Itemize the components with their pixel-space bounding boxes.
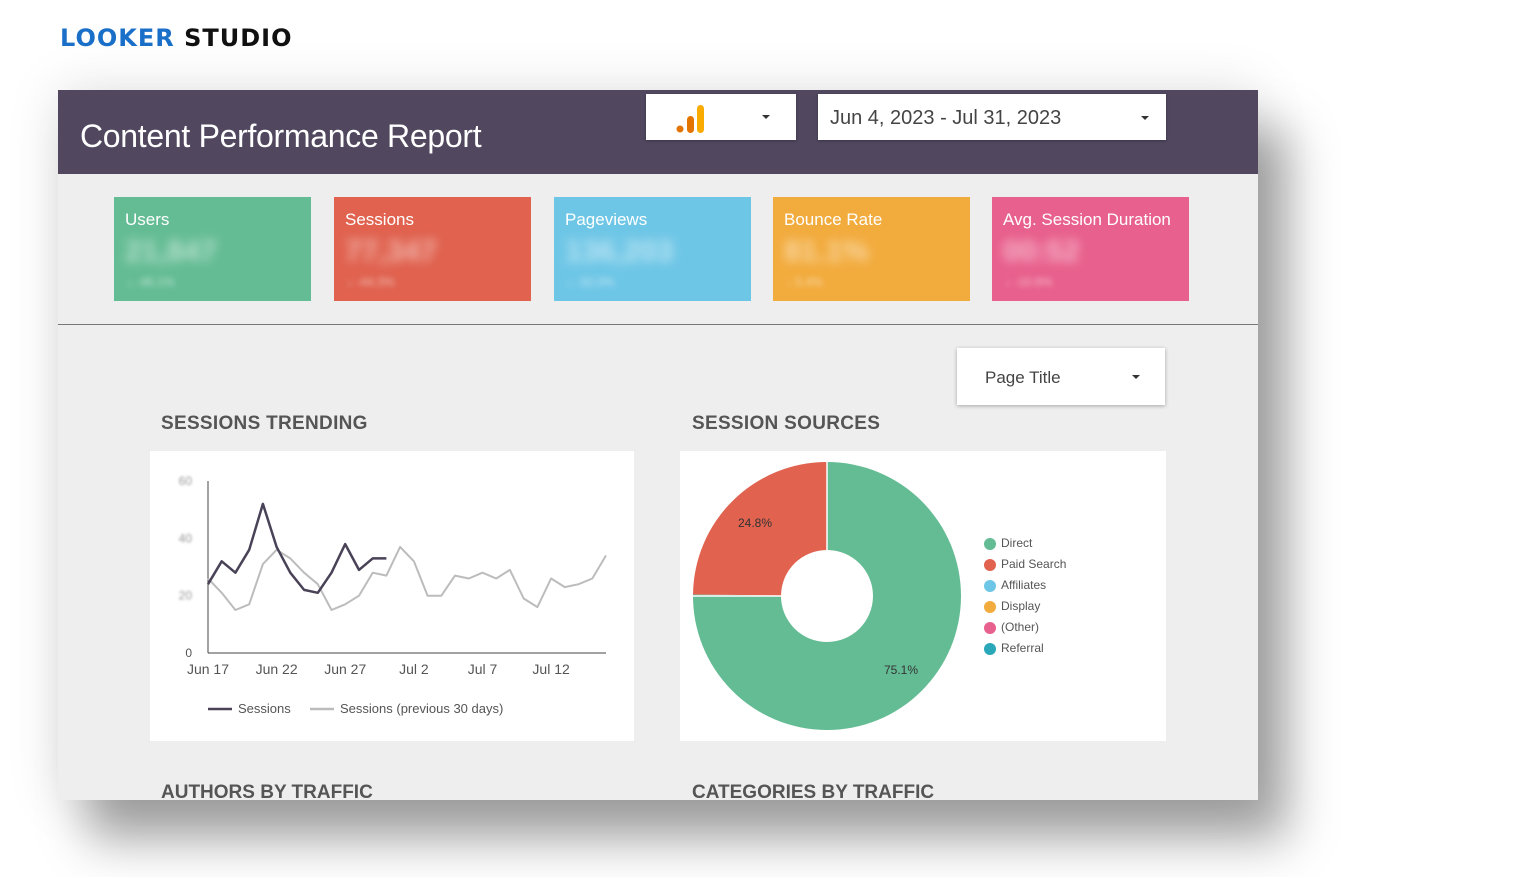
legend-label: Referral (1001, 641, 1044, 655)
kpi-value: 21,847 (125, 235, 217, 269)
series-line-sessions[interactable] (208, 504, 386, 593)
report-header: Content Performance Report Jun 4, 2023 -… (58, 90, 1258, 174)
report-canvas: Content Performance Report Jun 4, 2023 -… (58, 90, 1258, 800)
kpi-delta: ↓ -44.3% (347, 275, 394, 289)
x-tick-label: Jun 27 (324, 661, 366, 677)
kpi-card-users[interactable]: Users 21,847 ↓ -46.1% (114, 197, 311, 301)
kpi-label: Bounce Rate (784, 210, 882, 230)
legend-label: Sessions (previous 30 days) (340, 701, 503, 716)
dimension-selector[interactable]: Page Title (957, 348, 1165, 405)
chevron-down-icon (762, 115, 770, 119)
authors-by-traffic-title: AUTHORS BY TRAFFIC (161, 782, 373, 800)
kpi-value: 00:52 (1003, 235, 1080, 269)
legend-label: Paid Search (1001, 557, 1066, 571)
series-line-sessions-previous[interactable] (208, 547, 606, 610)
legend-item[interactable]: Affiliates (984, 578, 1046, 592)
dimension-value: Page Title (985, 368, 1061, 388)
legend-dot (984, 580, 996, 592)
google-analytics-icon (676, 104, 710, 134)
kpi-card-avg-session-duration[interactable]: Avg. Session Duration 00:52 ↓ -10.6% (992, 197, 1189, 301)
legend-dot (984, 643, 996, 655)
kpi-value: 81.1% (784, 235, 869, 269)
kpi-label: Avg. Session Duration (1003, 210, 1171, 230)
legend-label: (Other) (1001, 620, 1039, 634)
kpi-delta: ↓ 5.4% (786, 275, 823, 289)
pie-data-label: 75.1% (884, 663, 918, 677)
section-divider (58, 324, 1258, 325)
kpi-card-pageviews[interactable]: Pageviews 136,203 ↓ -32.0% (554, 197, 751, 301)
legend-item[interactable]: Referral (984, 641, 1044, 655)
kpi-delta: ↓ -32.0% (567, 275, 614, 289)
donut-chart-svg: 75.1% 24.8% (680, 451, 1166, 741)
kpi-value: 77,347 (345, 235, 437, 269)
looker-studio-logo: LOOKER STUDIO (60, 24, 292, 52)
categories-by-traffic-title: CATEGORIES BY TRAFFIC (692, 782, 934, 800)
date-range-value: Jun 4, 2023 - Jul 31, 2023 (830, 107, 1061, 130)
kpi-value: 136,203 (565, 235, 673, 269)
chevron-down-icon (1141, 116, 1149, 120)
kpi-card-sessions[interactable]: Sessions 77,347 ↓ -44.3% (334, 197, 531, 301)
chevron-down-icon (1132, 375, 1140, 379)
logo-part-studio: STUDIO (184, 24, 292, 52)
x-tick-label: Jun 22 (256, 661, 298, 677)
legend-label: Direct (1001, 536, 1032, 550)
legend-label: Sessions (238, 701, 291, 716)
session-sources-chart[interactable]: 75.1% 24.8% Direct Paid Search Affiliates Di… (680, 451, 1166, 741)
legend-dot (984, 538, 996, 550)
y-tick-label: 20 (179, 589, 193, 603)
legend-dot (984, 601, 996, 613)
legend-item[interactable]: (Other) (984, 620, 1039, 634)
logo-part-looker: LOOKER (60, 24, 175, 52)
legend-label: Affiliates (1001, 578, 1046, 592)
kpi-card-bounce-rate[interactable]: Bounce Rate 81.1% ↓ 5.4% (773, 197, 970, 301)
kpi-label: Sessions (345, 210, 414, 230)
data-source-selector[interactable] (646, 94, 796, 140)
y-tick-label: 40 (179, 531, 193, 545)
legend-item[interactable]: Display (984, 599, 1040, 613)
legend-item[interactable]: Paid Search (984, 557, 1066, 571)
report-title: Content Performance Report (80, 118, 481, 155)
kpi-label: Users (125, 210, 169, 230)
legend-item[interactable]: Direct (984, 536, 1032, 550)
session-sources-title: SESSION SOURCES (692, 413, 880, 435)
y-tick-label: 60 (179, 474, 193, 488)
legend-dot (984, 559, 996, 571)
kpi-label: Pageviews (565, 210, 647, 230)
x-tick-label: Jul 2 (399, 661, 429, 677)
sessions-trending-title: SESSIONS TRENDING (161, 413, 368, 435)
x-tick-label: Jun 17 (187, 661, 229, 677)
y-tick-label: 0 (185, 646, 192, 660)
pie-data-label: 24.8% (738, 516, 772, 530)
sessions-trending-chart[interactable]: 0 20 40 60 Jun 17 Jun 22 Jun 27 Jul 2 Jul 7 Jul 1… (150, 451, 634, 741)
x-tick-label: Jul 7 (468, 661, 498, 677)
x-tick-label: Jul 12 (532, 661, 570, 677)
line-chart-svg: 0 20 40 60 Jun 17 Jun 22 Jun 27 Jul 2 Jul 7 Jul 1… (150, 451, 634, 741)
legend-label: Display (1001, 599, 1040, 613)
date-range-picker[interactable]: Jun 4, 2023 - Jul 31, 2023 (818, 94, 1166, 140)
legend-dot (984, 622, 996, 634)
kpi-delta: ↓ -10.6% (1005, 275, 1052, 289)
kpi-delta: ↓ -46.1% (127, 275, 174, 289)
